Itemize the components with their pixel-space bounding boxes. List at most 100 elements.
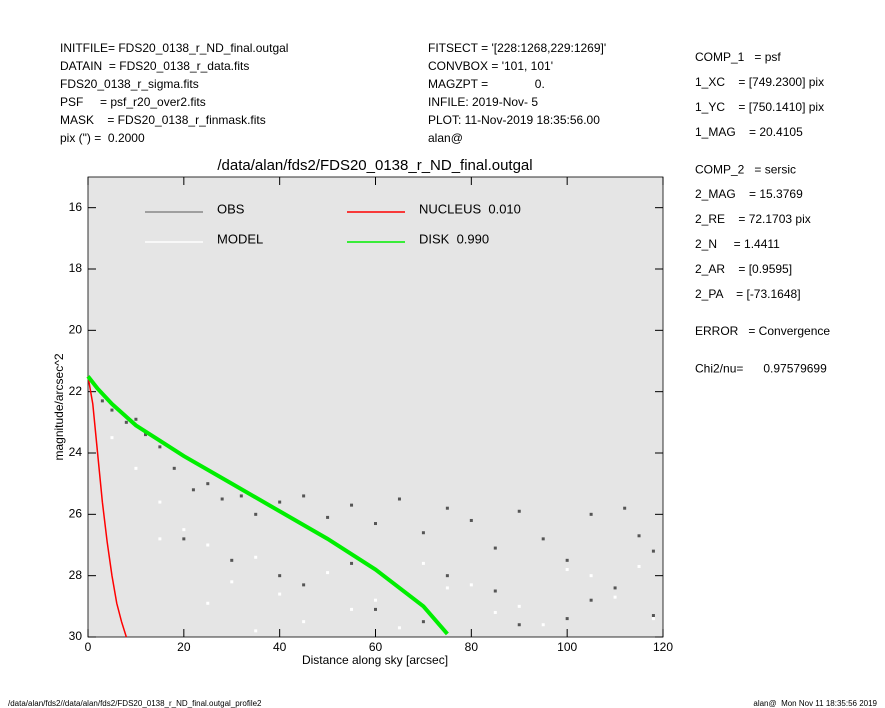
fit-parameter: 2_MAG = 15.3769 <box>695 187 803 201</box>
data-point <box>326 571 330 575</box>
series-line <box>87 376 128 638</box>
fit-parameter: 2_RE = 72.1703 pix <box>695 212 811 226</box>
data-point <box>397 497 401 501</box>
header-text: FITSECT = '[228:1268,229:1269]' <box>428 41 606 55</box>
header-text: PSF = psf_r20_over2.fits <box>60 95 206 109</box>
data-point <box>469 518 473 522</box>
fit-parameter: 1_XC = [749.2300] pix <box>695 75 824 89</box>
fit-parameter: COMP_2 = sersic <box>695 162 796 176</box>
data-point <box>445 506 449 510</box>
fit-parameter: 2_PA = [-73.1648] <box>695 287 801 301</box>
y-tick-label: 24 <box>69 445 83 459</box>
data-point <box>158 537 162 541</box>
fit-parameter: ERROR = Convergence <box>695 324 830 338</box>
footer-right: alan@ Mon Nov 11 18:35:56 2019 <box>753 699 877 708</box>
footer-left: /data/alan/fds2//data/alan/fds2/FDS20_01… <box>8 699 262 708</box>
fit-parameter: 2_AR = [0.9595] <box>695 262 792 276</box>
data-point <box>182 528 186 532</box>
data-point <box>374 598 377 602</box>
x-tick-label: 20 <box>177 640 191 654</box>
data-point <box>421 561 425 565</box>
y-tick-label: 16 <box>69 200 83 214</box>
fit-parameter: COMP_1 = psf <box>695 50 781 64</box>
y-axis-label: magnitude/arcsec^2 <box>52 353 66 460</box>
header-text: alan@ <box>428 131 463 145</box>
data-point <box>397 626 401 630</box>
data-point <box>110 408 114 412</box>
data-point <box>517 623 521 627</box>
data-point <box>254 555 258 559</box>
fit-parameter: 1_MAG = 20.4105 <box>695 125 803 139</box>
data-point <box>517 604 521 608</box>
data-point <box>469 583 473 587</box>
data-point <box>110 436 114 440</box>
data-point <box>134 466 138 470</box>
fit-parameter: Chi2/nu= 0.97579699 <box>695 362 827 376</box>
data-point <box>565 558 569 562</box>
data-point <box>100 399 104 403</box>
header-text: pix (") = 0.2000 <box>60 131 145 145</box>
x-tick-label: 0 <box>85 640 92 654</box>
data-point <box>239 494 243 498</box>
header-text: FDS20_0138_r_sigma.fits <box>60 77 199 91</box>
data-point <box>158 445 162 449</box>
data-point <box>254 629 258 633</box>
legend-label: OBS <box>217 201 245 216</box>
x-axis-label: Distance along sky [arcsec] <box>302 653 448 667</box>
data-point <box>623 506 627 510</box>
y-tick-label: 30 <box>69 629 83 643</box>
legend-label: NUCLEUS 0.010 <box>419 201 521 216</box>
data-point <box>134 417 138 421</box>
header-text: DATAIN = FDS20_0138_r_data.fits <box>60 59 249 73</box>
data-point <box>278 500 282 504</box>
header-text: INFILE: 2019-Nov- 5 <box>428 95 538 109</box>
y-tick-label: 18 <box>69 261 83 275</box>
data-point <box>613 595 617 599</box>
legend-label: DISK 0.990 <box>419 231 489 246</box>
data-point <box>254 512 258 516</box>
x-tick-label: 100 <box>557 640 577 654</box>
data-point <box>651 549 655 553</box>
data-point <box>613 586 617 590</box>
data-point <box>374 607 377 611</box>
data-point <box>350 503 354 507</box>
data-point <box>206 601 210 605</box>
data-point <box>206 482 210 486</box>
chart-title: /data/alan/fds2/FDS20_0138_r_ND_final.ou… <box>217 157 532 174</box>
x-tick-label: 80 <box>465 640 479 654</box>
x-tick-label: 40 <box>273 640 287 654</box>
data-point <box>182 537 186 541</box>
data-point <box>172 466 176 470</box>
data-point <box>565 617 569 621</box>
data-point <box>278 592 282 596</box>
data-point <box>589 512 593 516</box>
x-tick-label: 60 <box>369 640 383 654</box>
header-text: PLOT: 11-Nov-2019 18:35:56.00 <box>428 113 600 127</box>
data-point <box>445 574 449 578</box>
y-tick-label: 26 <box>69 507 83 521</box>
data-point <box>421 531 425 535</box>
header-text: MAGZPT = 0. <box>428 77 545 91</box>
data-point <box>302 494 306 498</box>
data-point <box>493 610 497 614</box>
data-point <box>374 522 377 526</box>
data-point <box>517 509 521 513</box>
fit-parameter: 1_YC = [750.1410] pix <box>695 100 824 114</box>
header-text: INITFILE= FDS20_0138_r_ND_final.outgal <box>60 41 288 55</box>
data-point <box>350 607 354 611</box>
data-point <box>421 620 425 624</box>
header-text: CONVBOX = '101, 101' <box>428 59 553 73</box>
data-point <box>651 614 655 618</box>
data-point <box>541 623 545 627</box>
data-point <box>541 537 545 541</box>
data-point <box>191 488 195 492</box>
data-point <box>220 497 224 501</box>
y-tick-label: 22 <box>69 384 83 398</box>
fit-parameter: 2_N = 1.4411 <box>695 237 780 251</box>
data-point <box>278 574 282 578</box>
data-point <box>326 515 330 519</box>
data-point <box>445 586 449 590</box>
data-point <box>302 583 306 587</box>
data-point <box>158 500 162 504</box>
